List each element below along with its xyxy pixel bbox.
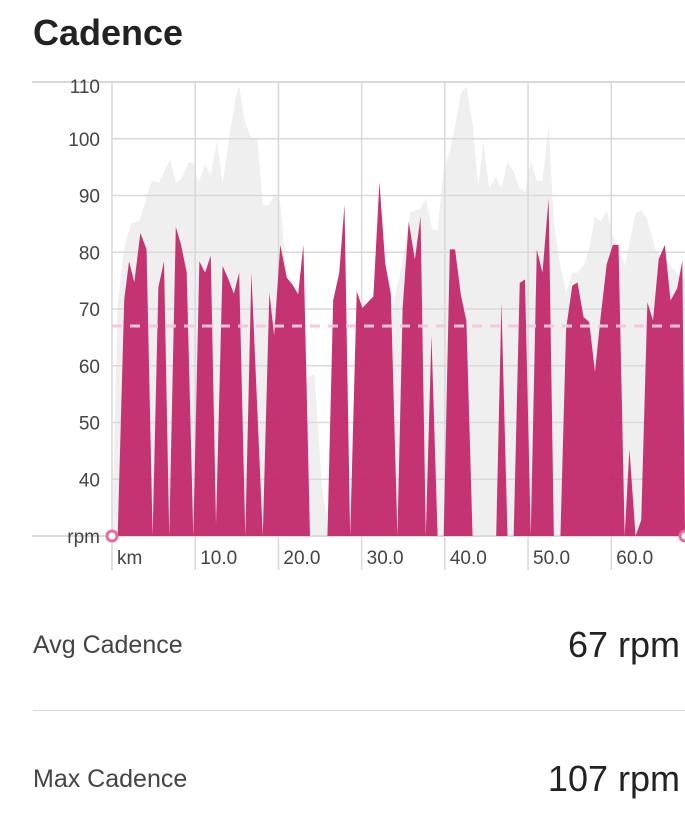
y-tick-label: 60 — [79, 357, 100, 378]
avg-cadence-label: Avg Cadence — [33, 630, 183, 659]
x-tick-label: 30.0 — [367, 548, 404, 569]
y-tick-label: 50 — [79, 414, 100, 435]
section-title: Cadence — [33, 12, 184, 53]
stat-avg-cadence: Avg Cadence 67 rpm — [33, 615, 680, 675]
range-start-handle — [105, 529, 119, 543]
x-tick-label: 40.0 — [450, 548, 487, 569]
y-tick-label: 110 — [70, 77, 100, 98]
y-tick-label: 70 — [79, 300, 100, 321]
range-end-handle — [678, 529, 685, 543]
y-tick-label: 80 — [79, 243, 100, 264]
y-tick-label: 100 — [68, 130, 100, 151]
avg-cadence-value: 67 rpm — [567, 624, 680, 665]
x-tick-label: 10.0 — [200, 548, 237, 569]
y-tick-label: rpm — [67, 527, 100, 548]
max-cadence-value: 107 rpm — [547, 758, 680, 799]
x-tick-label: 60.0 — [616, 548, 653, 569]
max-cadence-label: Max Cadence — [33, 764, 188, 793]
x-tick-label: km — [117, 548, 142, 569]
x-tick-label: 50.0 — [533, 548, 570, 569]
cadence-chart: rpm 40 50 60 70 80 90 100 110 km 10.0 20.0 30.0 40.0 5… — [32, 77, 685, 570]
y-tick-label: 90 — [79, 187, 100, 208]
stat-max-cadence: Max Cadence 107 rpm — [33, 749, 680, 809]
cadence-area — [112, 181, 685, 536]
x-tick-label: 20.0 — [283, 548, 320, 569]
y-tick-label: 40 — [79, 470, 100, 491]
divider — [33, 710, 685, 711]
